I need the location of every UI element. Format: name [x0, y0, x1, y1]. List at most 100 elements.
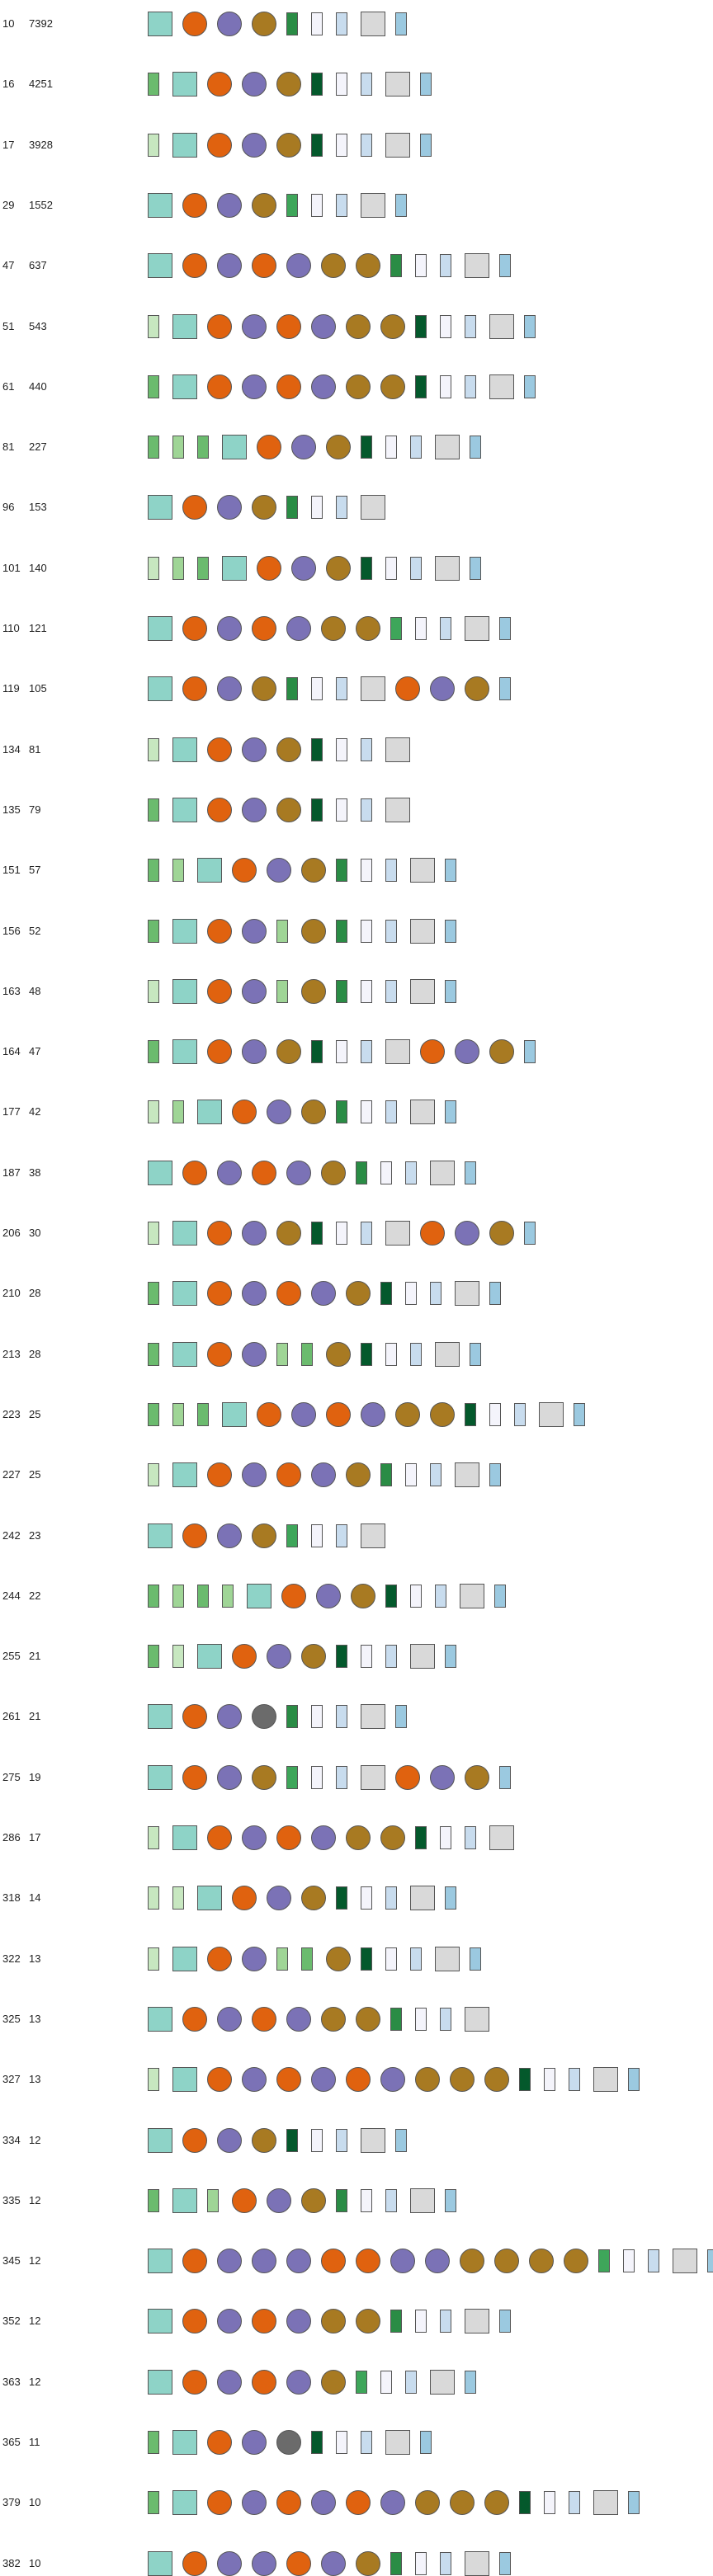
circle-glyph	[207, 1946, 232, 1971]
square-glyph	[385, 72, 410, 97]
circle-glyph	[311, 2490, 336, 2516]
bar-glyph	[172, 1645, 184, 1669]
circle-glyph	[182, 495, 207, 520]
row-id-label: 352	[2, 2315, 21, 2328]
circle-glyph	[326, 435, 351, 460]
circle-glyph	[242, 737, 267, 762]
circle-glyph	[252, 2127, 276, 2153]
row-id-label: 96	[2, 501, 15, 514]
bar-glyph	[410, 436, 422, 459]
bar-glyph	[148, 2188, 159, 2212]
circle-glyph	[276, 797, 301, 822]
bar-glyph	[286, 1523, 298, 1547]
circle-glyph	[252, 2550, 276, 2576]
bar-glyph	[197, 1584, 209, 1608]
circle-glyph	[242, 1946, 267, 1971]
bar-glyph	[286, 1705, 298, 1729]
bar-glyph	[361, 556, 372, 580]
row-id-label: 327	[2, 2073, 21, 2086]
bar-glyph	[361, 1040, 372, 1064]
bar-glyph	[435, 1584, 446, 1608]
circle-glyph	[301, 2187, 326, 2213]
bar-glyph	[499, 617, 511, 640]
square-glyph	[247, 1583, 272, 1608]
bar-glyph	[519, 2068, 531, 2092]
bar-glyph	[286, 677, 298, 701]
bar-glyph	[336, 1645, 347, 1669]
bar-glyph	[445, 979, 456, 1003]
square-glyph	[361, 1704, 385, 1730]
circle-glyph	[252, 1160, 276, 1185]
bar-glyph	[311, 1523, 323, 1547]
row-id-label: 134	[2, 742, 21, 756]
circle-glyph	[276, 374, 301, 399]
bar-glyph	[286, 193, 298, 217]
square-glyph	[172, 918, 197, 944]
circle-glyph	[380, 374, 405, 399]
bar-glyph	[336, 1705, 347, 1729]
square-glyph	[361, 12, 385, 36]
bar-glyph	[148, 919, 159, 943]
bar-glyph	[336, 979, 347, 1003]
row-id-label: 16	[2, 78, 15, 91]
square-glyph	[148, 2550, 172, 2576]
bar-glyph	[148, 979, 159, 1003]
row-id-label: 379	[2, 2496, 21, 2509]
bar-glyph	[385, 556, 397, 580]
bar-glyph	[361, 133, 372, 157]
square-glyph	[430, 1160, 455, 1185]
square-glyph	[361, 676, 385, 702]
bar-glyph	[380, 1161, 392, 1184]
bar-glyph	[415, 2310, 427, 2333]
circle-glyph	[489, 1039, 514, 1065]
circle-glyph	[311, 374, 336, 399]
circle-glyph	[276, 1281, 301, 1307]
circle-glyph	[430, 1764, 455, 1790]
row-count-label: 11	[29, 2436, 40, 2448]
row-id-label: 210	[2, 1287, 21, 1300]
bar-glyph	[148, 556, 159, 580]
circle-glyph	[455, 1039, 479, 1065]
bar-glyph	[361, 1886, 372, 1910]
square-glyph	[172, 72, 197, 97]
bar-glyph	[148, 374, 159, 398]
circle-glyph	[242, 797, 267, 822]
circle-glyph	[301, 1886, 326, 1911]
circle-glyph	[356, 2550, 380, 2576]
bar-glyph	[405, 2370, 417, 2394]
bar-glyph	[380, 1463, 392, 1487]
bar-glyph	[148, 133, 159, 157]
bar-glyph	[395, 12, 407, 35]
circle-glyph	[494, 2249, 519, 2274]
circle-glyph	[207, 1039, 232, 1065]
circle-glyph	[529, 2249, 554, 2274]
bar-glyph	[395, 193, 407, 217]
bar-glyph	[415, 1826, 427, 1849]
square-glyph	[172, 2490, 197, 2516]
circle-glyph	[182, 616, 207, 641]
circle-glyph	[380, 2490, 405, 2516]
square-glyph	[455, 1281, 479, 1307]
circle-glyph	[207, 72, 232, 97]
bar-glyph	[286, 1765, 298, 1789]
bar-glyph	[440, 1826, 451, 1849]
row-count-label: 25	[29, 1468, 41, 1481]
circle-glyph	[346, 1462, 371, 1488]
square-glyph	[148, 616, 172, 641]
row-id-label: 29	[2, 198, 15, 211]
square-glyph	[361, 192, 385, 218]
square-glyph	[465, 2550, 489, 2576]
square-glyph	[172, 737, 197, 762]
row-id-label: 47	[2, 259, 15, 272]
bar-glyph	[524, 374, 536, 398]
circle-glyph	[430, 1401, 455, 1427]
circle-glyph	[276, 1039, 301, 1065]
bar-glyph	[311, 2431, 323, 2454]
circle-glyph	[207, 1341, 232, 1367]
bar-glyph	[440, 374, 451, 398]
circle-glyph	[316, 1583, 341, 1608]
circle-glyph	[182, 1523, 207, 1548]
square-glyph	[361, 495, 385, 520]
square-glyph	[435, 1946, 460, 1971]
